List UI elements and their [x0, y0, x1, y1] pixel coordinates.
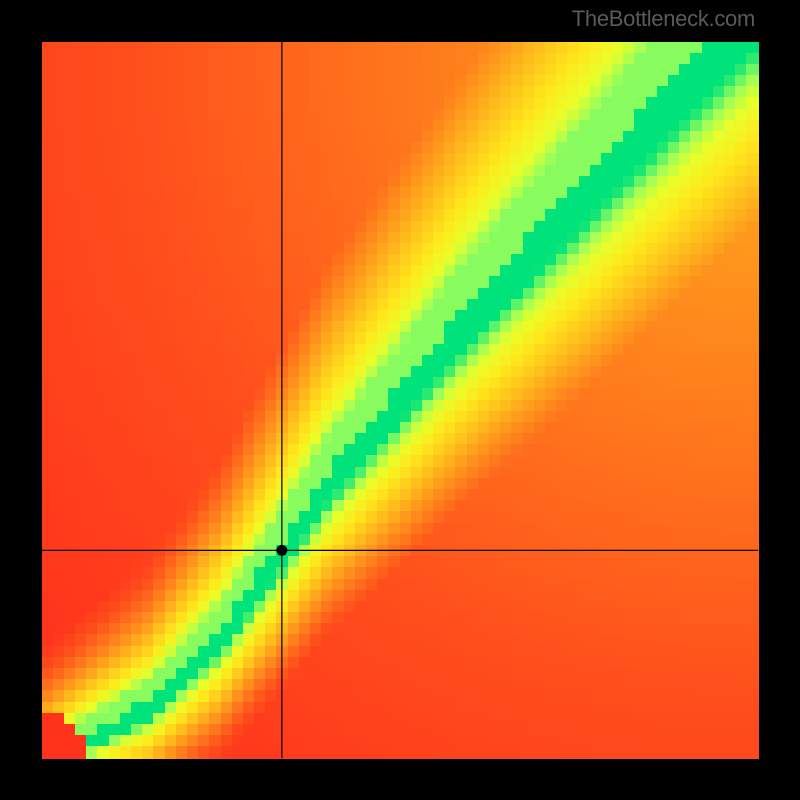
- bottleneck-heatmap: [0, 0, 800, 800]
- chart-container: TheBottleneck.com: [0, 0, 800, 800]
